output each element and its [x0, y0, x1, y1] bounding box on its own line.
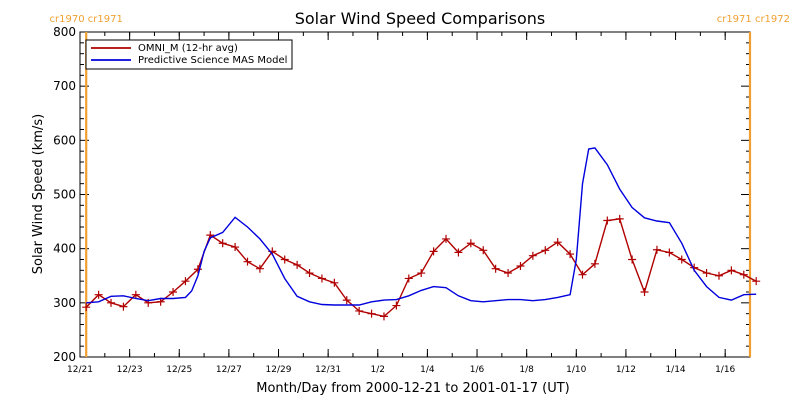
omni-data-point [330, 278, 339, 287]
series-line-omni [85, 218, 757, 318]
omni-data-point [578, 270, 587, 279]
omni-data-point [739, 270, 748, 279]
omni-data-point [392, 301, 401, 310]
omni-data-point [479, 246, 488, 255]
omni-data-point [491, 264, 500, 273]
omni-data-point [243, 257, 252, 266]
x-tick-label: 1/12 [616, 365, 636, 375]
omni-data-point [665, 248, 674, 257]
omni-data-point [305, 269, 314, 278]
omni-data-point [218, 239, 227, 248]
y-axis-label: Solar Wind Speed (km/s) [31, 114, 46, 274]
x-axis-label: Month/Day from 2000-12-21 to 2001-01-17 … [256, 381, 569, 396]
legend-entry-omni: OMNI_M (12-hr avg) [138, 43, 238, 54]
x-tick-label: 1/8 [519, 365, 534, 375]
legend-box [85, 39, 293, 70]
omni-data-point [442, 234, 451, 243]
omni-data-point [677, 255, 686, 264]
y-tick-label: 400 [53, 242, 76, 256]
x-tick-label: 1/10 [566, 365, 586, 375]
omni-data-point [628, 255, 637, 264]
series-line-mas [86, 147, 757, 306]
chart-title: Solar Wind Speed Comparisons [295, 9, 546, 28]
carrington-label: cr1970 cr1971 [50, 14, 123, 25]
omni-data-point [454, 248, 463, 257]
omni-data-point [131, 290, 140, 299]
y-tick-label: 200 [53, 350, 76, 364]
x-tick-label: 12/23 [117, 365, 143, 375]
y-tick-label: 800 [53, 25, 76, 39]
omni-data-point [280, 255, 289, 264]
omni-data-point [119, 302, 128, 311]
omni-data-point [367, 309, 376, 318]
omni-data-point [255, 264, 264, 273]
omni-data-point [169, 288, 178, 296]
y-tick-label: 300 [53, 296, 76, 310]
legend: OMNI_M (12-hr avg) Predictive Science MA… [85, 39, 293, 70]
omni-data-point [541, 246, 550, 255]
omni-data-point [94, 290, 103, 299]
omni-data-point [317, 274, 326, 283]
omni-data-point [603, 216, 612, 225]
omni-data-point [293, 260, 302, 269]
omni-data-point [752, 277, 761, 286]
x-tick-label: 12/29 [266, 365, 292, 375]
x-tick-label: 1/14 [665, 365, 685, 375]
omni-data-point [528, 251, 537, 260]
omni-data-point [404, 274, 413, 283]
omni-data-point [504, 269, 513, 278]
omni-data-point [727, 266, 736, 275]
omni-data-point [231, 243, 240, 252]
omni-data-point [107, 298, 116, 307]
y-tick-label: 700 [53, 79, 76, 93]
omni-data-point [702, 269, 711, 278]
y-tick-label: 600 [53, 133, 76, 147]
omni-data-point [466, 239, 475, 248]
y-tick-label: 500 [53, 188, 76, 202]
omni-data-point [640, 288, 649, 296]
omni-data-point [379, 312, 388, 321]
omni-data-point [566, 250, 575, 259]
omni-data-point [82, 303, 91, 312]
x-tick-label: 1/4 [420, 365, 435, 375]
omni-data-point [342, 296, 351, 305]
x-tick-label: 1/16 [715, 365, 735, 375]
x-tick-label: 12/31 [315, 365, 341, 375]
x-tick-label: 12/21 [67, 365, 93, 375]
omni-data-point [516, 262, 525, 270]
omni-data-point [590, 259, 599, 268]
omni-data-point [553, 238, 562, 247]
plot-area: 200 300 400 500 600 700 800 12/21 12/23 12/25 12/2… [50, 14, 790, 375]
omni-data-point [193, 265, 202, 274]
x-tick-label: 12/27 [216, 365, 242, 375]
omni-data-point [417, 269, 426, 278]
omni-data-point [652, 245, 661, 254]
omni-data-point [429, 247, 438, 256]
legend-entry-mas: Predictive Science MAS Model [138, 55, 287, 66]
omni-data-point [181, 277, 190, 286]
x-tick-label: 1/2 [371, 365, 385, 375]
omni-data-point [714, 271, 723, 280]
x-tick-label: 1/6 [470, 365, 485, 375]
omni-data-point [355, 306, 364, 315]
plot-frame [79, 31, 751, 358]
x-tick-label: 12/25 [166, 365, 192, 375]
carrington-label: cr1971 cr1972 [717, 14, 790, 25]
omni-data-point [615, 214, 624, 223]
